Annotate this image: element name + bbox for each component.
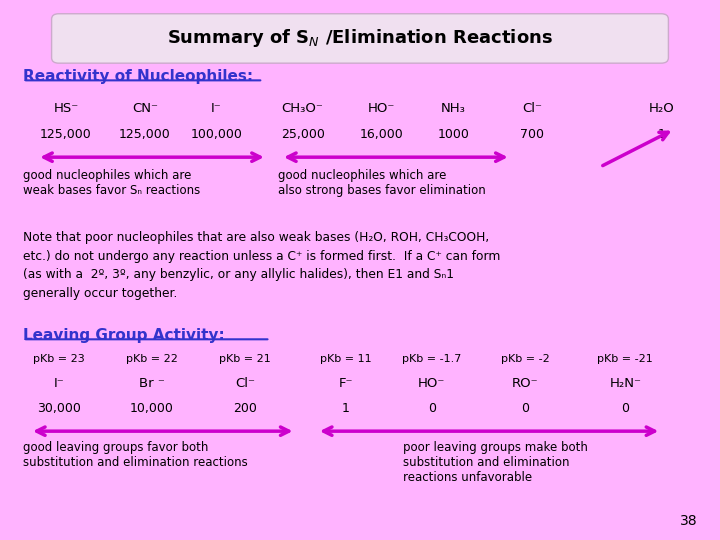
- Text: pKb = -1.7: pKb = -1.7: [402, 354, 462, 363]
- Text: pKb = 23: pKb = 23: [33, 354, 85, 363]
- Text: 30,000: 30,000: [37, 402, 81, 415]
- Text: 700: 700: [520, 128, 544, 141]
- Text: pKb = 22: pKb = 22: [126, 354, 178, 363]
- FancyBboxPatch shape: [52, 14, 668, 63]
- Text: 16,000: 16,000: [360, 128, 403, 141]
- Text: 25,000: 25,000: [281, 128, 325, 141]
- Text: pKb = -2: pKb = -2: [500, 354, 549, 363]
- Text: Cl⁻: Cl⁻: [522, 103, 542, 116]
- Text: Reactivity of Nucleophiles:: Reactivity of Nucleophiles:: [23, 69, 253, 84]
- Text: Summary of S$_N$ /Elimination Reactions: Summary of S$_N$ /Elimination Reactions: [167, 27, 553, 49]
- Text: 0: 0: [621, 402, 629, 415]
- Text: NH₃: NH₃: [441, 103, 466, 116]
- Text: good nucleophiles which are
weak bases favor Sₙ reactions: good nucleophiles which are weak bases f…: [23, 169, 200, 197]
- Text: Br ⁻: Br ⁻: [139, 377, 165, 390]
- Text: 10,000: 10,000: [130, 402, 174, 415]
- Text: Note that poor nucleophiles that are also weak bases (H₂O, ROH, CH₃COOH,
etc.) d: Note that poor nucleophiles that are als…: [23, 231, 500, 300]
- Text: 125,000: 125,000: [119, 128, 171, 141]
- Text: 38: 38: [680, 514, 697, 528]
- Text: good nucleophiles which are
also strong bases favor elimination: good nucleophiles which are also strong …: [277, 169, 485, 197]
- Text: HS⁻: HS⁻: [53, 103, 78, 116]
- Text: pKb = 21: pKb = 21: [220, 354, 271, 363]
- Text: HO⁻: HO⁻: [368, 103, 395, 116]
- Text: 1: 1: [342, 402, 350, 415]
- Text: I⁻: I⁻: [211, 103, 222, 116]
- Text: HO⁻: HO⁻: [418, 377, 446, 390]
- Text: pKb = 11: pKb = 11: [320, 354, 372, 363]
- Text: Leaving Group Activity:: Leaving Group Activity:: [23, 328, 225, 343]
- Text: CN⁻: CN⁻: [132, 103, 158, 116]
- Text: 1000: 1000: [437, 128, 469, 141]
- Text: Cl⁻: Cl⁻: [235, 377, 256, 390]
- Text: RO⁻: RO⁻: [512, 377, 539, 390]
- Text: 1: 1: [657, 128, 665, 141]
- Text: 200: 200: [233, 402, 257, 415]
- Text: 100,000: 100,000: [191, 128, 243, 141]
- Text: good leaving groups favor both
substitution and elimination reactions: good leaving groups favor both substitut…: [23, 441, 248, 469]
- Text: 0: 0: [521, 402, 529, 415]
- Text: F⁻: F⁻: [338, 377, 353, 390]
- Text: 125,000: 125,000: [40, 128, 92, 141]
- Text: pKb = -21: pKb = -21: [598, 354, 653, 363]
- Text: 0: 0: [428, 402, 436, 415]
- Text: CH₃O⁻: CH₃O⁻: [282, 103, 323, 116]
- Text: H₂O: H₂O: [648, 103, 674, 116]
- Text: poor leaving groups make both
substitution and elimination
reactions unfavorable: poor leaving groups make both substituti…: [403, 441, 588, 484]
- Text: I⁻: I⁻: [53, 377, 64, 390]
- Text: H₂N⁻: H₂N⁻: [609, 377, 642, 390]
